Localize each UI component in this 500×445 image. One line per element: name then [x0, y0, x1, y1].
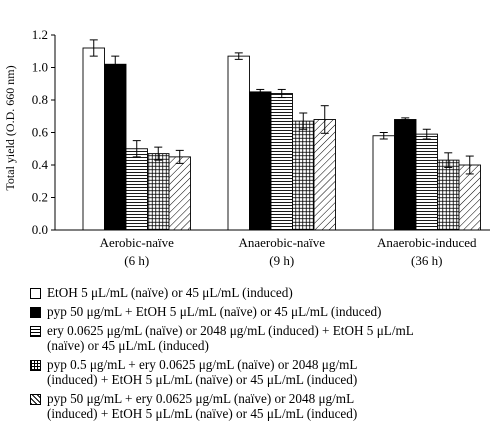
- category-sublabel: (9 h): [269, 253, 294, 268]
- legend-item: pyp 0.5 μg/mL + ery 0.0625 μg/mL (naïve)…: [30, 357, 495, 387]
- legend-label: ery 0.0625 μg/mL (naïve) or 2048 μg/mL (…: [47, 323, 495, 353]
- bar: [372, 135, 395, 231]
- bar: [227, 55, 250, 231]
- bar: [125, 148, 148, 231]
- error-bar: [379, 132, 388, 140]
- bar: [147, 153, 170, 231]
- legend-swatch: [30, 394, 41, 405]
- y-tick-label: 1.2: [32, 27, 48, 42]
- error-bar: [320, 105, 329, 134]
- legend-label-line: pyp 50 μg/mL + EtOH 5 μL/mL (naïve) or 4…: [47, 304, 382, 319]
- legend-label-line: pyp 50 μg/mL + ery 0.0625 μg/mL (naïve) …: [47, 391, 355, 406]
- bar: [82, 47, 105, 231]
- y-tick-label: 0.0: [32, 222, 48, 237]
- bar: [394, 119, 417, 231]
- error-bar: [111, 55, 120, 73]
- legend-label-line: (induced) + EtOH 5 μL/mL (naïve) or 45 μ…: [47, 372, 358, 387]
- legend-label-line: ery 0.0625 μg/mL (naïve) or 2048 μg/mL (…: [47, 323, 414, 338]
- error-bar: [422, 128, 431, 140]
- bar: [415, 133, 438, 231]
- legend-swatch: [30, 288, 41, 299]
- legend-swatch: [30, 326, 41, 337]
- legend-label: pyp 50 μg/mL + EtOH 5 μL/mL (naïve) or 4…: [47, 304, 495, 319]
- legend: EtOH 5 μL/mL (naïve) or 45 μL/mL (induce…: [30, 285, 495, 425]
- bar: [270, 93, 293, 231]
- legend-label-line: (induced) + EtOH 5 μL/mL (naïve) or 45 μ…: [47, 406, 358, 421]
- y-tick-label: 1.0: [32, 60, 48, 75]
- error-bar: [132, 140, 141, 158]
- bar: [437, 159, 460, 231]
- y-tick-label: 0.8: [32, 92, 48, 107]
- bar: [249, 91, 272, 231]
- bar: [292, 120, 315, 231]
- legend-item: pyp 50 μg/mL + EtOH 5 μL/mL (naïve) or 4…: [30, 304, 495, 319]
- legend-item: EtOH 5 μL/mL (naïve) or 45 μL/mL (induce…: [30, 285, 495, 300]
- bar-chart: 0.0 0.2 0.4 0.6 0.8 1.0 1.2 Aerobic-naïve (6 h) A…: [3, 27, 490, 268]
- legend-label: pyp 0.5 μg/mL + ery 0.0625 μg/mL (naïve)…: [47, 357, 495, 387]
- bar: [168, 156, 191, 231]
- error-bar: [154, 146, 163, 161]
- error-bar: [256, 88, 265, 95]
- legend-label-line: (naïve) or 45 μL/mL (induced): [47, 338, 209, 353]
- y-tick-label: 0.4: [32, 157, 49, 172]
- bar: [458, 164, 481, 231]
- legend-label-line: pyp 0.5 μg/mL + ery 0.0625 μg/mL (naïve)…: [47, 357, 358, 372]
- legend-label: EtOH 5 μL/mL (naïve) or 45 μL/mL (induce…: [47, 285, 495, 300]
- y-axis-title: Total yield (O.D. 660 nm): [3, 65, 17, 190]
- legend-label-line: EtOH 5 μL/mL (naïve) or 45 μL/mL (induce…: [47, 285, 293, 300]
- y-tick-label: 0.6: [32, 125, 49, 140]
- error-bar: [299, 112, 308, 130]
- legend-item: ery 0.0625 μg/mL (naïve) or 2048 μg/mL (…: [30, 323, 495, 353]
- error-bar: [175, 149, 184, 164]
- error-bar: [444, 152, 453, 168]
- error-bar: [89, 39, 98, 57]
- category-sublabel: (36 h): [411, 253, 442, 268]
- legend-item: pyp 50 μg/mL + ery 0.0625 μg/mL (naïve) …: [30, 391, 495, 421]
- category-label: Anaerobic-induced: [377, 235, 477, 250]
- error-bar: [277, 88, 286, 99]
- bar: [313, 119, 336, 231]
- legend-swatch: [30, 360, 41, 371]
- legend-swatch: [30, 307, 41, 318]
- y-tick-label: 0.2: [32, 190, 48, 205]
- legend-label: pyp 50 μg/mL + ery 0.0625 μg/mL (naïve) …: [47, 391, 495, 421]
- category-sublabel: (6 h): [124, 253, 149, 268]
- error-bar: [234, 52, 243, 60]
- bar: [104, 63, 127, 231]
- error-bar: [401, 117, 410, 122]
- error-bar: [465, 155, 474, 175]
- category-label: Aerobic-naïve: [100, 235, 175, 250]
- category-label: Anaerobic-naïve: [238, 235, 325, 250]
